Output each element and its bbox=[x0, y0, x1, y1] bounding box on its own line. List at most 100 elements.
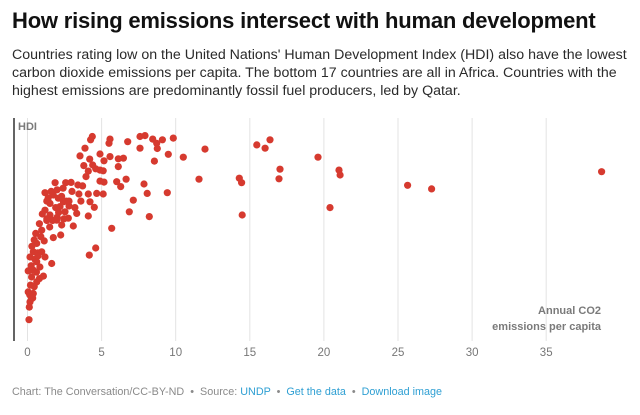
data-point[interactable] bbox=[117, 183, 125, 191]
data-point[interactable] bbox=[163, 189, 171, 197]
data-point[interactable] bbox=[404, 181, 412, 189]
data-point[interactable] bbox=[143, 189, 151, 197]
data-point[interactable] bbox=[153, 144, 161, 153]
data-point[interactable] bbox=[92, 165, 100, 173]
data-point[interactable] bbox=[67, 178, 75, 186]
data-point[interactable] bbox=[73, 209, 81, 217]
data-point[interactable] bbox=[57, 231, 65, 239]
data-point[interactable] bbox=[129, 196, 137, 204]
data-point[interactable] bbox=[90, 203, 98, 211]
data-point[interactable] bbox=[71, 204, 79, 212]
data-point[interactable] bbox=[150, 157, 158, 165]
data-point[interactable] bbox=[238, 211, 246, 219]
source-link-undp[interactable]: UNDP bbox=[240, 386, 271, 398]
data-point[interactable] bbox=[253, 141, 261, 149]
data-point[interactable] bbox=[27, 262, 35, 270]
data-point[interactable] bbox=[49, 234, 57, 242]
data-point[interactable] bbox=[124, 138, 132, 146]
data-point[interactable] bbox=[195, 175, 203, 183]
data-point[interactable] bbox=[164, 150, 172, 158]
data-point[interactable] bbox=[69, 222, 77, 230]
data-point[interactable] bbox=[61, 208, 69, 216]
data-point[interactable] bbox=[29, 294, 37, 302]
data-point[interactable] bbox=[84, 190, 92, 198]
data-point[interactable] bbox=[38, 226, 46, 234]
data-point[interactable] bbox=[141, 132, 149, 140]
data-point[interactable] bbox=[62, 179, 70, 187]
data-point[interactable] bbox=[99, 167, 107, 175]
data-point[interactable] bbox=[35, 220, 44, 228]
data-point[interactable] bbox=[76, 152, 84, 160]
data-point[interactable] bbox=[598, 168, 606, 176]
data-point[interactable] bbox=[82, 173, 90, 181]
data-point[interactable] bbox=[41, 253, 49, 261]
data-point[interactable] bbox=[32, 229, 40, 237]
data-point[interactable] bbox=[179, 153, 187, 161]
data-point[interactable] bbox=[108, 224, 116, 232]
data-point[interactable] bbox=[68, 187, 76, 195]
data-point[interactable] bbox=[201, 145, 209, 153]
data-point[interactable] bbox=[36, 263, 44, 271]
data-point[interactable] bbox=[28, 242, 36, 250]
data-point[interactable] bbox=[113, 178, 121, 186]
data-point[interactable] bbox=[125, 208, 133, 216]
data-point[interactable] bbox=[30, 283, 38, 291]
data-point[interactable] bbox=[261, 144, 269, 152]
data-point[interactable] bbox=[314, 153, 322, 161]
data-point[interactable] bbox=[58, 221, 66, 229]
data-point[interactable] bbox=[153, 139, 161, 147]
data-point[interactable] bbox=[86, 198, 94, 206]
data-point[interactable] bbox=[326, 204, 334, 212]
data-point[interactable] bbox=[169, 134, 177, 142]
data-point[interactable] bbox=[53, 186, 61, 194]
data-point[interactable] bbox=[53, 213, 61, 221]
data-point[interactable] bbox=[106, 153, 114, 161]
data-point[interactable] bbox=[96, 150, 104, 158]
get-the-data-link[interactable]: Get the data bbox=[286, 386, 346, 398]
data-point[interactable] bbox=[65, 197, 73, 205]
data-point[interactable] bbox=[77, 197, 85, 205]
data-point[interactable] bbox=[47, 187, 55, 195]
data-point[interactable] bbox=[43, 216, 51, 225]
data-point[interactable] bbox=[238, 179, 246, 187]
data-point[interactable] bbox=[43, 197, 51, 205]
data-point[interactable] bbox=[158, 136, 166, 144]
data-point[interactable] bbox=[80, 162, 88, 170]
data-point[interactable] bbox=[136, 144, 144, 152]
data-point[interactable] bbox=[99, 190, 107, 198]
data-point[interactable] bbox=[336, 171, 344, 179]
data-point[interactable] bbox=[60, 215, 68, 223]
data-point[interactable] bbox=[81, 144, 89, 152]
data-point[interactable] bbox=[34, 252, 42, 260]
data-point[interactable] bbox=[93, 189, 101, 197]
data-point[interactable] bbox=[276, 165, 284, 173]
data-point[interactable] bbox=[100, 178, 108, 186]
data-point[interactable] bbox=[119, 154, 127, 162]
data-point[interactable] bbox=[92, 244, 100, 252]
data-point[interactable] bbox=[87, 136, 95, 144]
data-point[interactable] bbox=[35, 275, 44, 283]
data-point[interactable] bbox=[25, 303, 33, 311]
data-point[interactable] bbox=[38, 210, 46, 218]
data-point[interactable] bbox=[114, 163, 122, 171]
data-point[interactable] bbox=[428, 185, 436, 193]
data-point[interactable] bbox=[58, 192, 66, 200]
data-point[interactable] bbox=[30, 236, 38, 244]
data-point[interactable] bbox=[275, 175, 283, 183]
data-point[interactable] bbox=[48, 259, 56, 268]
download-image-link[interactable]: Download image bbox=[361, 386, 443, 398]
data-point[interactable] bbox=[41, 189, 49, 197]
data-point[interactable] bbox=[51, 179, 59, 187]
data-point[interactable] bbox=[122, 175, 130, 183]
data-point[interactable] bbox=[84, 167, 92, 175]
data-point[interactable] bbox=[84, 212, 92, 220]
data-point[interactable] bbox=[105, 139, 113, 147]
data-point[interactable] bbox=[32, 268, 41, 276]
data-point[interactable] bbox=[145, 213, 153, 221]
data-point[interactable] bbox=[140, 180, 148, 188]
data-point[interactable] bbox=[75, 190, 83, 198]
data-point[interactable] bbox=[266, 136, 274, 144]
data-point[interactable] bbox=[46, 223, 54, 231]
data-point[interactable] bbox=[100, 157, 108, 165]
data-point[interactable] bbox=[37, 233, 45, 241]
